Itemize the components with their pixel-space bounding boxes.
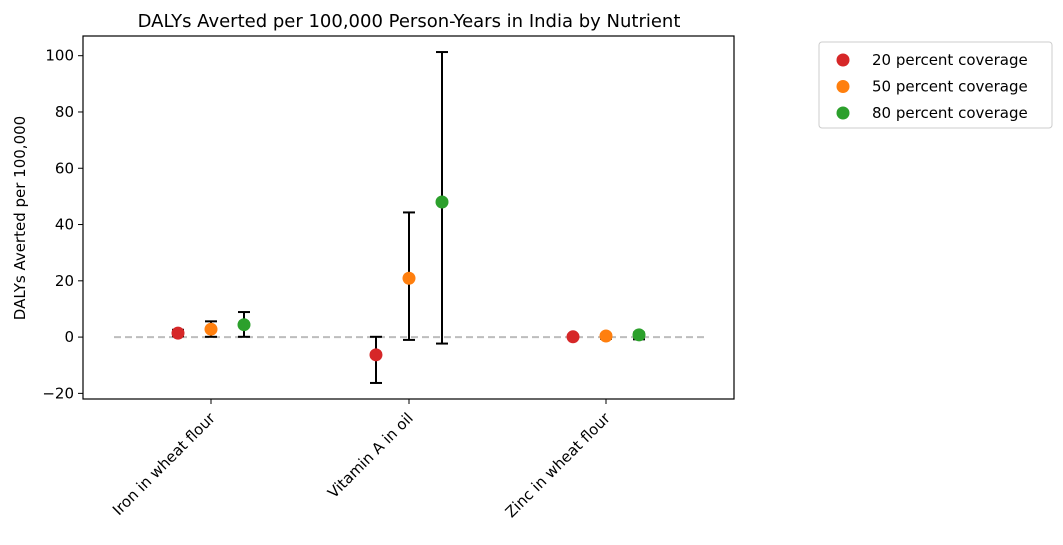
data-point xyxy=(599,329,613,343)
legend-frame xyxy=(818,41,1053,129)
y-tick-label: 0 xyxy=(64,328,74,346)
legend-marker xyxy=(836,80,850,93)
y-axis-label: DALYs Averted per 100,000 xyxy=(11,116,29,320)
data-point xyxy=(435,195,449,209)
legend-label: 80 percent coverage xyxy=(872,104,1028,122)
chart-title: DALYs Averted per 100,000 Person-Years i… xyxy=(138,11,681,32)
x-axis: Iron in wheat flour Vitamin A in oil Zinc … xyxy=(109,399,614,521)
data-point xyxy=(566,330,580,344)
data-point xyxy=(204,322,218,336)
y-tick-label: −20 xyxy=(42,384,74,402)
data-point xyxy=(369,348,383,362)
legend-marker xyxy=(836,53,850,67)
y-tick-label: 20 xyxy=(55,272,74,290)
data-point xyxy=(632,328,646,342)
legend-label: 20 percent coverage xyxy=(872,51,1028,69)
y-axis: −20 0 20 40 60 80 100 xyxy=(42,47,83,402)
y-tick-label: 80 xyxy=(55,103,74,121)
plot-area xyxy=(114,51,706,384)
legend-label: 50 percent coverage xyxy=(872,78,1028,96)
data-point xyxy=(237,318,251,332)
data-point xyxy=(402,271,416,285)
y-tick-label: 40 xyxy=(55,216,74,234)
x-tick-label: Zinc in wheat flour xyxy=(502,409,615,522)
legend-marker xyxy=(836,106,850,120)
x-tick-label: Iron in wheat flour xyxy=(109,409,219,519)
x-tick-label: Vitamin A in oil xyxy=(324,409,417,502)
y-tick-label: 100 xyxy=(45,47,74,65)
y-tick-label: 60 xyxy=(55,159,74,177)
data-point xyxy=(171,326,185,340)
legend: 20 percent coverage 50 percent coverage 80… xyxy=(818,41,1053,129)
